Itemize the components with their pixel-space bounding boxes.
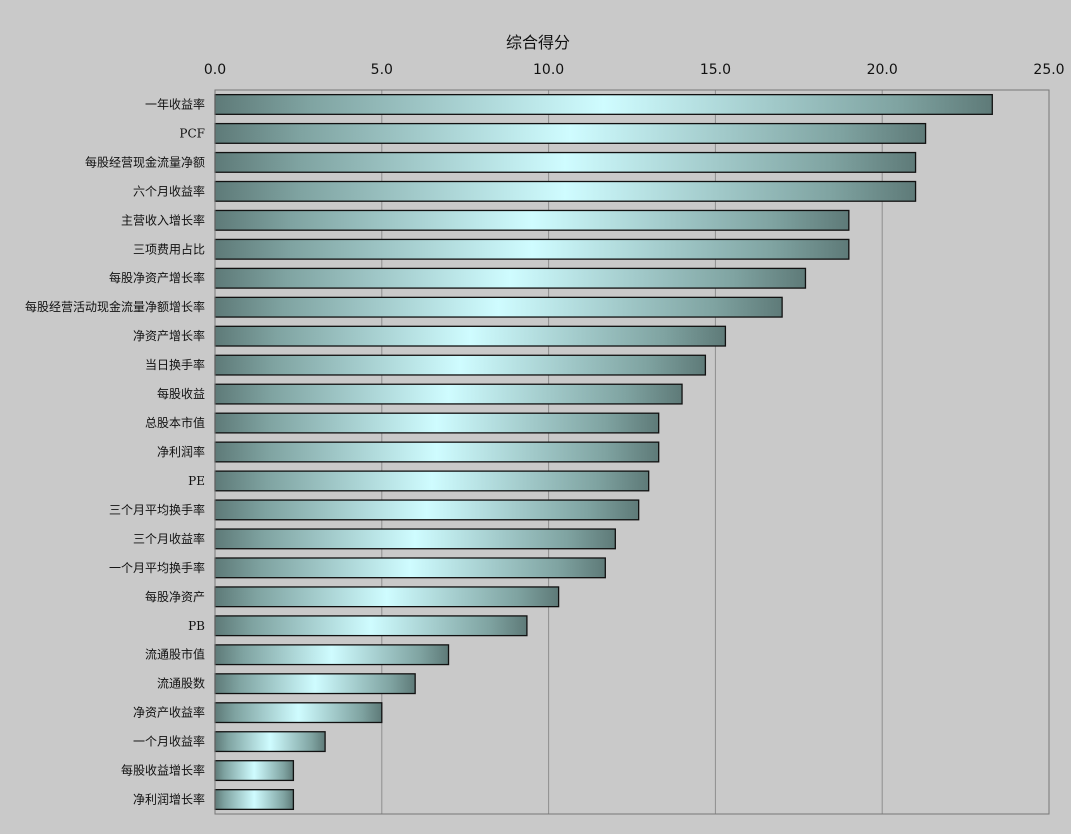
category-labels: 一年收益率 PCF 每股经营现金流量净额六个月收益率主营收入增长率三项费用占比每股净… (25, 96, 205, 806)
bar (214, 760, 295, 782)
bar (214, 296, 783, 318)
bar (214, 209, 850, 231)
bar (214, 470, 650, 492)
bar (214, 238, 850, 260)
category-label: 当日换手率 (145, 357, 205, 372)
bar (214, 702, 383, 724)
plot-frame (214, 89, 1050, 815)
category-label: 六个月收益率 (133, 183, 205, 198)
category-label: PB (188, 619, 205, 633)
category-label: 每股净资产增长率 (109, 270, 205, 285)
bar (214, 122, 927, 144)
x-tick-label: 10.0 (533, 62, 564, 78)
bar (214, 93, 993, 115)
category-label: 每股净资产 (145, 589, 205, 604)
bar (214, 615, 528, 637)
bars (214, 93, 993, 811)
bar (214, 586, 560, 608)
category-label: 流通股市值 (145, 647, 205, 662)
bar (214, 557, 606, 579)
category-label: 一个月收益率 (133, 734, 205, 749)
category-label: 净利润率 (157, 444, 205, 459)
bar (214, 180, 917, 202)
category-label: 三项费用占比 (133, 241, 205, 256)
category-label: PE (188, 474, 205, 488)
category-label: 净资产收益率 (133, 705, 205, 720)
category-label: 总股本市值 (145, 415, 205, 430)
bar (214, 673, 416, 695)
bar (214, 731, 326, 753)
category-label: 每股收益增长率 (121, 763, 205, 778)
bar (214, 499, 640, 521)
category-label: 三个月平均换手率 (109, 502, 205, 517)
bar (214, 354, 707, 376)
category-label: 一个月平均换手率 (109, 560, 205, 575)
bar (214, 325, 727, 347)
bar (214, 383, 683, 405)
category-label: PCF (179, 126, 205, 140)
category-label: 净资产增长率 (133, 328, 205, 343)
category-label: 流通股数 (157, 676, 205, 691)
bar (214, 267, 807, 289)
bar (214, 528, 616, 550)
bar (214, 789, 295, 811)
category-label: 主营收入增长率 (121, 212, 205, 227)
category-label: 三个月收益率 (133, 531, 205, 546)
category-label: 一年收益率 (145, 96, 205, 111)
bar (214, 151, 917, 173)
bar (214, 412, 660, 434)
x-tick-label: 20.0 (867, 62, 898, 78)
category-label: 每股经营现金流量净额 (85, 154, 205, 169)
category-label: 每股收益 (157, 386, 205, 401)
x-tick-labels: 0.0 5.0 10.0 15.0 20.0 25.0 (204, 62, 1065, 78)
x-tick-label: 15.0 (700, 62, 731, 78)
x-tick-label: 5.0 (371, 62, 393, 78)
x-axis-title: 综合得分 (506, 33, 570, 52)
category-label: 每股经营活动现金流量净额增长率 (25, 299, 205, 314)
x-tick-label: 0.0 (204, 62, 226, 78)
bar (214, 644, 450, 666)
category-label: 净利润增长率 (133, 792, 205, 807)
x-tick-label: 25.0 (1033, 62, 1064, 78)
bar (214, 441, 660, 463)
